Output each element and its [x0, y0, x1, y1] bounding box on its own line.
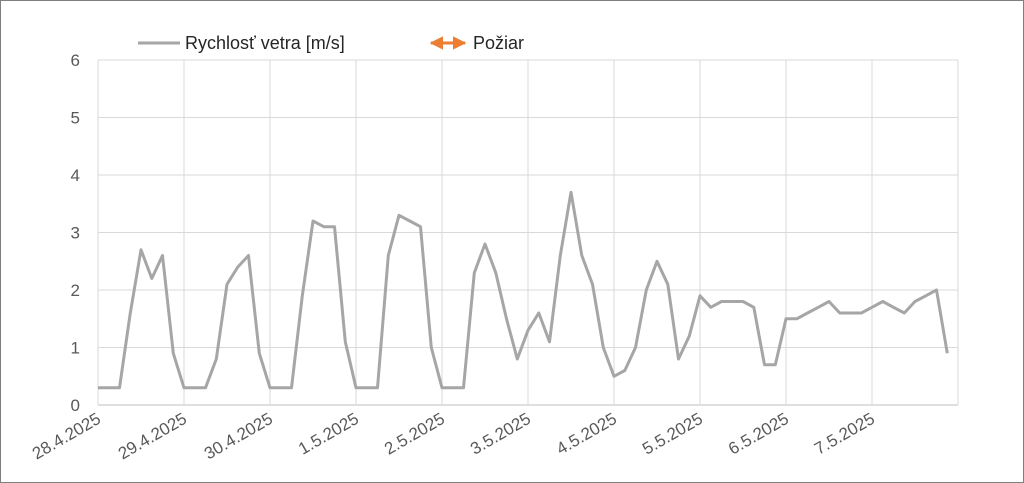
- x-tick-label: 5.5.2025: [639, 409, 706, 459]
- x-tick-label: 3.5.2025: [467, 409, 534, 459]
- y-tick-label: 5: [71, 109, 80, 128]
- y-tick-label: 6: [71, 51, 80, 70]
- x-tick-label: 29.4.2025: [115, 409, 190, 463]
- x-tick-label: 1.5.2025: [295, 409, 362, 459]
- y-tick-label: 0: [71, 396, 80, 415]
- legend: Rychlosť vetra [m/s] Požiar: [138, 33, 524, 53]
- legend-wind-label: Rychlosť vetra [m/s]: [185, 33, 345, 53]
- legend-fire-label: Požiar: [473, 33, 524, 53]
- y-tick-label: 3: [71, 224, 80, 243]
- y-axis: 0 1 2 3 4 5 6: [71, 51, 80, 415]
- x-tick-label: 7.5.2025: [811, 409, 878, 459]
- x-tick-label: 6.5.2025: [725, 409, 792, 459]
- x-tick-label: 2.5.2025: [381, 409, 448, 459]
- y-tick-label: 2: [71, 281, 80, 300]
- x-tick-label: 30.4.2025: [201, 409, 276, 463]
- x-axis: 28.4.2025 29.4.2025 30.4.2025 1.5.2025 2.5.2…: [29, 409, 878, 463]
- x-tick-label: 4.5.2025: [553, 409, 620, 459]
- gridlines: [97, 59, 959, 406]
- series-wind-line: [98, 190, 949, 390]
- y-tick-label: 1: [71, 339, 80, 358]
- x-tick-label: 28.4.2025: [29, 409, 104, 463]
- y-tick-label: 4: [71, 166, 80, 185]
